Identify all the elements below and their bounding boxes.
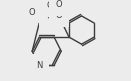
Text: N: N [36,61,42,70]
Text: O: O [56,0,62,9]
Text: O: O [29,8,36,17]
Text: O: O [56,11,62,20]
Text: O: O [46,1,53,10]
Text: O: O [46,12,53,21]
